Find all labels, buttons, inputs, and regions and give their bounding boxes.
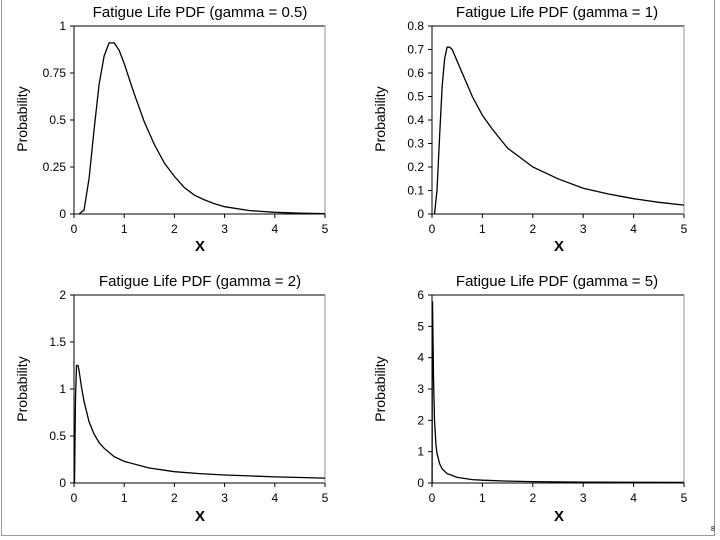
y-tick-label: 0.8: [407, 19, 424, 33]
y-tick-label: 0.3: [407, 137, 424, 151]
x-tick-label: 0: [71, 222, 78, 236]
x-tick-label: 2: [171, 491, 178, 505]
x-tick-label: 0: [71, 491, 78, 505]
chart-title: Fatigue Life PDF (gamma = 5): [456, 273, 658, 290]
panel-gamma-5: Fatigue Life PDF (gamma = 5) Probability…: [372, 273, 688, 525]
y-tick-label: 6: [417, 288, 424, 302]
x-tick-label: 3: [580, 491, 587, 505]
x-axis-label: X: [554, 508, 564, 525]
x-tick-label: 5: [681, 222, 688, 236]
y-tick-label: 3: [417, 382, 424, 396]
y-tick-label: 0: [59, 207, 66, 221]
y-tick-label: 0.5: [49, 429, 66, 443]
y-tick-label: 0.1: [407, 184, 424, 198]
chart-title: Fatigue Life PDF (gamma = 2): [99, 273, 301, 290]
y-tick-label: 0.5: [407, 90, 424, 104]
chart-title: Fatigue Life PDF (gamma = 0.5): [93, 4, 308, 21]
y-tick-label: 1: [417, 445, 424, 459]
y-tick-label: 2: [417, 413, 424, 427]
x-tick-label: 2: [529, 222, 536, 236]
series-line-pdf: [433, 46, 685, 215]
x-tick-label: 5: [322, 491, 329, 505]
x-tick-label: 0: [429, 491, 436, 505]
x-tick-label: 1: [479, 222, 486, 236]
x-tick-label: 5: [322, 222, 329, 236]
x-tick-label: 3: [580, 222, 587, 236]
plot-area: [73, 25, 326, 215]
x-axis-label: X: [554, 238, 564, 255]
y-tick-label: 4: [417, 351, 424, 365]
x-tick-label: 4: [271, 222, 278, 236]
x-tick-label: 4: [271, 491, 278, 505]
x-tick-label: 2: [529, 491, 536, 505]
panel-gamma-1: Fatigue Life PDF (gamma = 1) Probability…: [372, 4, 688, 255]
y-axis-label: Probability: [14, 86, 30, 151]
x-tick-label: 5: [681, 491, 688, 505]
y-tick-label: 0.4: [407, 113, 424, 127]
plot-area: [431, 25, 685, 215]
x-tick-label: 3: [221, 491, 228, 505]
x-tick-label: 1: [479, 491, 486, 505]
y-tick-label: 0.75: [43, 66, 67, 80]
x-tick-label: 1: [121, 222, 128, 236]
x-axis-label: X: [195, 238, 205, 255]
series-line-pdf: [431, 301, 685, 484]
y-axis-label: Probability: [372, 86, 388, 151]
series-line-pdf: [78, 42, 326, 215]
x-tick-label: 2: [171, 222, 178, 236]
y-tick-label: 0.6: [407, 66, 424, 80]
y-axis-label: Probability: [14, 356, 30, 421]
x-tick-label: 4: [630, 222, 637, 236]
x-tick-label: 0: [429, 222, 436, 236]
panel-gamma-0-5: Fatigue Life PDF (gamma = 0.5) Probabili…: [14, 4, 329, 255]
y-tick-label: 0.5: [49, 113, 66, 127]
x-tick-label: 3: [221, 222, 228, 236]
y-tick-label: 2: [59, 288, 66, 302]
y-axis-label: Probability: [372, 356, 388, 421]
plot-area: [431, 294, 685, 484]
panel-gamma-2: Fatigue Life PDF (gamma = 2) Probability…: [14, 273, 329, 525]
y-tick-label: 0.2: [407, 160, 424, 174]
y-tick-label: 0.25: [43, 160, 67, 174]
chart-title: Fatigue Life PDF (gamma = 1): [456, 4, 658, 21]
y-tick-label: 0: [417, 476, 424, 490]
x-tick-label: 1: [121, 491, 128, 505]
y-tick-label: 0: [417, 207, 424, 221]
y-tick-label: 1: [59, 382, 66, 396]
x-axis-label: X: [195, 508, 205, 525]
y-tick-label: 0.7: [407, 43, 424, 57]
y-tick-label: 1: [59, 19, 66, 33]
x-tick-label: 4: [630, 491, 637, 505]
y-tick-label: 5: [417, 319, 424, 333]
series-line-pdf: [73, 364, 326, 484]
y-tick-label: 1.5: [49, 335, 66, 349]
page-number: 8: [711, 526, 715, 533]
y-tick-label: 0: [59, 476, 66, 490]
